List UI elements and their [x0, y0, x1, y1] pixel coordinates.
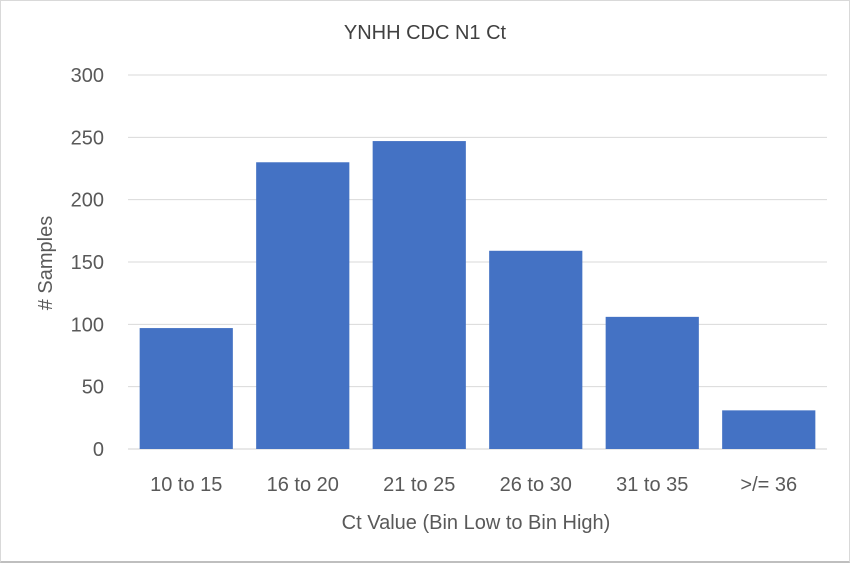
bars	[139, 141, 816, 449]
x-tick-label: 26 to 30	[500, 474, 572, 496]
bar	[372, 141, 466, 449]
bar	[489, 250, 583, 449]
x-tick-label: >/= 36	[740, 474, 797, 496]
x-tick-label: 31 to 35	[616, 474, 688, 496]
x-axis-ticks: 10 to 15 16 to 20 21 to 25 26 to 30 31 to 35…	[150, 474, 797, 496]
bar	[256, 162, 350, 449]
x-tick-label: 10 to 15	[150, 474, 222, 496]
y-tick-label: 100	[71, 314, 104, 336]
bar	[722, 410, 816, 449]
y-tick-label: 200	[71, 190, 104, 212]
x-axis-label: Ct Value (Bin Low to Bin High)	[342, 512, 611, 534]
y-axis-label: # Samples	[35, 216, 57, 311]
y-tick-label: 50	[82, 377, 104, 399]
bar	[605, 316, 699, 449]
bar	[139, 328, 233, 449]
y-tick-label: 0	[93, 439, 104, 461]
gridlines	[128, 74, 827, 450]
y-tick-label: 250	[71, 127, 104, 149]
x-tick-label: 21 to 25	[383, 474, 455, 496]
y-tick-label: 150	[71, 252, 104, 274]
x-tick-label: 16 to 20	[267, 474, 339, 496]
y-axis-ticks: 0 50 100 150 200 250 300	[71, 65, 104, 461]
y-tick-label: 300	[71, 65, 104, 87]
chart-title: YNHH CDC N1 Ct	[344, 22, 507, 44]
